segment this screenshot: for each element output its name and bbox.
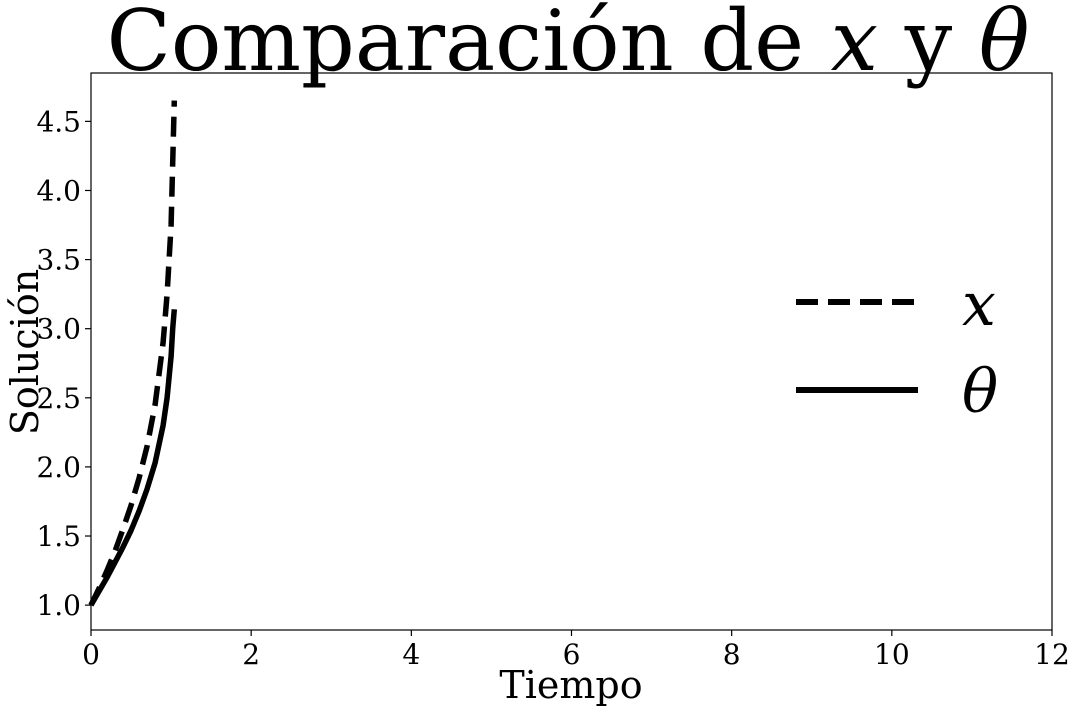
- chart-title-var-x: x: [831, 0, 878, 90]
- x-axis-ticks: 0 2 4 6 8 10 12: [82, 630, 1070, 671]
- legend: x θ: [796, 270, 998, 427]
- x-tick-label: 2: [242, 638, 260, 671]
- x-tick-label: 4: [402, 638, 420, 671]
- x-tick-label: 0: [82, 638, 100, 671]
- y-tick-label: 4.5: [36, 105, 81, 138]
- y-axis-ticks: 1.0 1.5 2.0 2.5 3.0 3.5 4.0 4.5: [36, 105, 91, 622]
- x-tick-label: 8: [723, 638, 741, 671]
- chart-title-var-theta: θ: [979, 0, 1030, 90]
- y-tick-label: 2.0: [36, 451, 81, 484]
- x-tick-label: 12: [1034, 638, 1070, 671]
- legend-label-x: x: [962, 270, 996, 340]
- legend-label-theta: θ: [962, 357, 998, 427]
- y-tick-label: 3.0: [36, 313, 81, 346]
- chart-title-middle: y: [878, 0, 979, 90]
- series-line-x: [88, 100, 178, 607]
- y-tick-label: 1.0: [36, 589, 81, 622]
- x-tick-label: 6: [563, 638, 581, 671]
- x-tick-label: 10: [874, 638, 910, 671]
- y-tick-label: 1.5: [36, 520, 81, 553]
- y-tick-label: 2.5: [36, 382, 81, 415]
- y-tick-label: 3.5: [36, 244, 81, 277]
- plot-area-frame: [90, 72, 1053, 631]
- chart-title-prefix: Comparación de: [107, 0, 831, 90]
- series-line-theta: [88, 309, 178, 607]
- series-lines: [88, 100, 178, 607]
- y-tick-label: 4.0: [36, 174, 81, 207]
- y-axis-label: Solución: [3, 269, 47, 435]
- chart-title: Comparación de x y θ: [107, 0, 1030, 90]
- x-axis-label: Tiempo: [499, 663, 642, 707]
